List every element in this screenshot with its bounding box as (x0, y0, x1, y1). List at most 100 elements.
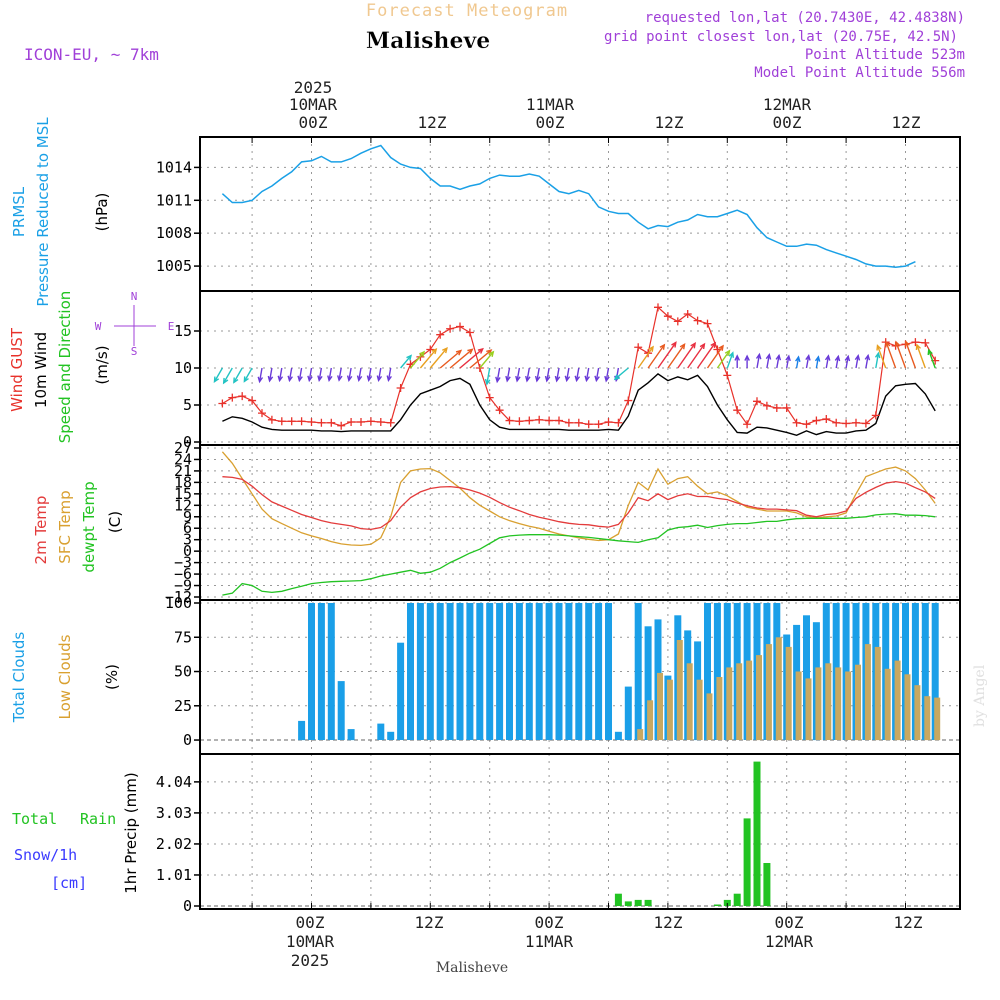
wind-arrow-head (495, 376, 501, 384)
wind-unit-label: (m/s) (93, 345, 111, 384)
gust-marker (376, 418, 385, 427)
y-tick-label: 0 (183, 731, 192, 749)
temp-sfc-label: SFC Temp (56, 490, 74, 563)
top-hour-label: 00Z (299, 113, 328, 132)
wind-arrow (368, 367, 372, 381)
low-cloud-bar (716, 677, 723, 740)
total-cloud-bar (545, 603, 553, 740)
y-tick-label: 6 (183, 519, 192, 537)
wind-arrow (835, 356, 839, 369)
point-altitude: Point Altitude 523m (805, 47, 965, 63)
gust-marker (347, 418, 356, 427)
temp-dew-label: dewpt Temp (80, 481, 98, 572)
top-date-label: 11MAR (526, 95, 575, 114)
gust-marker (337, 421, 346, 430)
top-date-label: 10MAR (289, 95, 338, 114)
total-cloud-bar (506, 603, 513, 740)
y-tick-label: 100 (165, 594, 192, 612)
gust-marker (307, 418, 316, 427)
low-cloud-bar (785, 646, 792, 741)
gust-marker (574, 418, 583, 427)
low-cloud-bar (904, 674, 911, 741)
frame-layer: 1005100810111014051015−12−9−6−3036912151… (156, 136, 961, 915)
y-tick-label: −9 (174, 577, 192, 595)
rain-bar (634, 899, 642, 906)
y-tick-label: 0 (183, 433, 192, 451)
precip-panel-labels: Total Rain Snow/1h [cm] 1hr Precip (mm) (12, 772, 140, 893)
wind-arrow (716, 350, 731, 369)
bottom-date-label: 11MAR (525, 932, 574, 951)
y-tick-label: 75 (174, 628, 192, 646)
wind-arrow-head (267, 375, 274, 383)
gust-marker (624, 396, 633, 405)
wind-arrow (667, 343, 686, 369)
y-tick-label: −3 (174, 554, 192, 572)
wind-arrow (885, 342, 897, 369)
wind-arrow (358, 367, 362, 381)
gust-marker (228, 393, 237, 402)
low-cloud-bar (657, 672, 663, 740)
watermark: by Angel (972, 664, 988, 727)
wind-arrow-head (785, 354, 791, 362)
total-cloud-bar (387, 731, 395, 740)
bottom-date-label: 12MAR (765, 932, 814, 951)
wind-arrow (875, 353, 880, 369)
total-cloud-bar (446, 603, 454, 740)
rain-bar (614, 893, 622, 906)
low-cloud-bar (676, 640, 683, 740)
wind-arrow-head (307, 375, 313, 383)
wind-arrow-head (287, 375, 293, 383)
wind-gust-line (222, 306, 936, 427)
gust-marker (604, 418, 613, 427)
prmsl-label: PRMSL (10, 186, 28, 237)
wind-arrow (409, 351, 425, 369)
wind-arrow-head (744, 354, 750, 361)
wind-arrow (400, 355, 412, 369)
low-cloud-bar (795, 671, 802, 740)
wind-arrow-head (718, 344, 724, 351)
wind-arrow-head (366, 375, 373, 382)
total-cloud-bar (575, 603, 583, 740)
wind-arrow-head (505, 375, 511, 383)
wind-arrow-head (554, 375, 561, 383)
wind-arrow (614, 367, 629, 380)
wind-arrow-head (257, 376, 264, 384)
wind-arrow-head (734, 354, 741, 361)
low-cloud-bar (815, 667, 822, 740)
rain-bar (753, 761, 761, 906)
wind-arrow-head (814, 355, 821, 362)
wind-arrow-head (699, 342, 706, 350)
gust-marker (852, 418, 860, 427)
wind-arrow (449, 348, 473, 369)
gust-marker (832, 418, 841, 427)
y-tick-label: 1011 (156, 191, 192, 209)
gust-marker (366, 417, 375, 426)
low-cloud-bar (855, 664, 861, 741)
low-cloud-bar (874, 646, 881, 741)
total-cloud-bar (327, 603, 335, 740)
total-cloud-bar (931, 603, 939, 740)
y-tick-label: 9 (183, 508, 192, 526)
wind-arrow (479, 351, 494, 369)
bottom-hour-label: 12Z (415, 913, 444, 932)
gust-marker (287, 417, 296, 426)
gust-marker (693, 316, 702, 325)
compass-south: S (131, 345, 138, 358)
wind-arrow-head (484, 378, 491, 386)
gust-marker (218, 399, 227, 408)
wind-arrow (697, 342, 716, 369)
wind-arrow (496, 367, 501, 382)
gust-marker (267, 415, 276, 424)
total-cloud-bar (416, 603, 424, 740)
gust-marker (317, 418, 326, 427)
gust-marker (277, 417, 286, 426)
top-hour-label: 12Z (418, 113, 447, 132)
wind-arrow (387, 367, 392, 381)
y-tick-label: 5 (183, 396, 192, 414)
top-date-axis: 2025 10MAR 11MAR 12MAR 00Z 12Z 00Z 12Z 0… (289, 78, 921, 132)
wind-arrow (223, 367, 233, 384)
wind-arrow-head (376, 375, 383, 382)
wind-arrow-head (710, 341, 717, 349)
low-cloud-bar (864, 644, 871, 740)
